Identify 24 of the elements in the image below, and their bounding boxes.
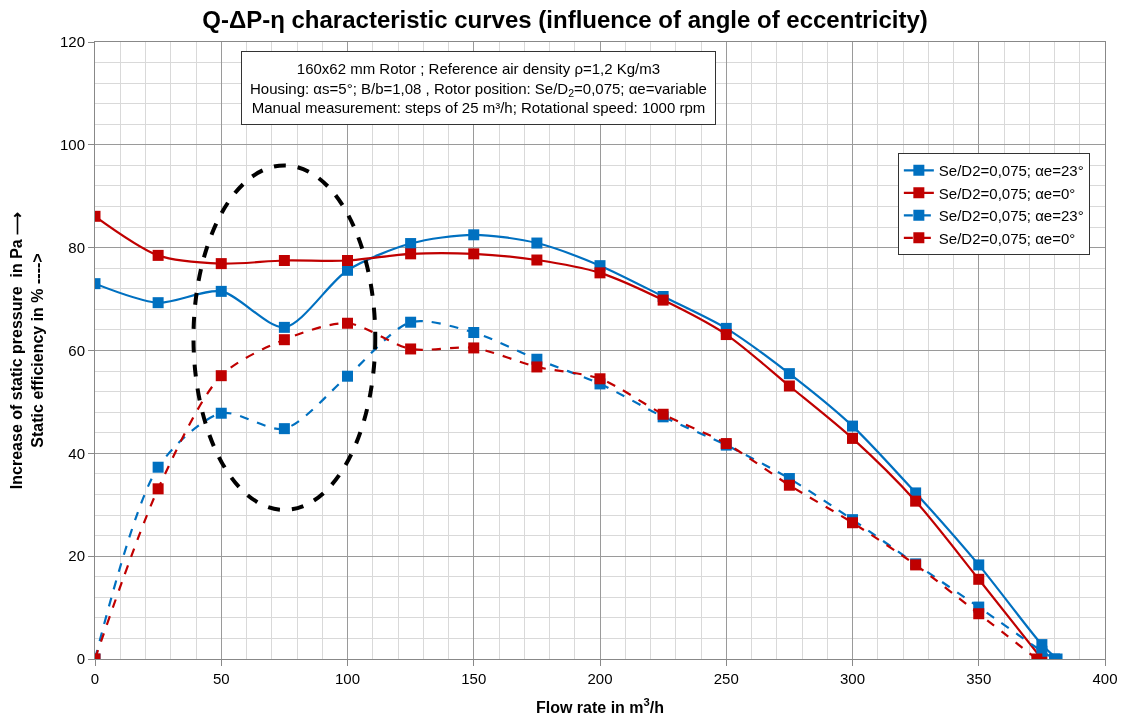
annotation: 160x62 mm Rotor ; Reference air density ρ=1,2 Kg/m3 Housing: αs=5°; B/b=1,08 , Rotor position: Se/D$_{2}$=0,075; αe=variable Manual measurement: steps of 25 m³/h; Rotational speed: 1000 rpm bbox=[250, 60, 707, 116]
legend-label: Se/D2=0,075; αe=0° bbox=[938, 229, 1076, 247]
y-tick-label: 20 bbox=[68, 547, 85, 565]
y-tick-label: 80 bbox=[68, 238, 85, 256]
y-tick-label: 100 bbox=[59, 136, 85, 154]
x-tick-label: 0 bbox=[90, 670, 100, 687]
x-tick-label: 150 bbox=[461, 670, 487, 687]
y-tick-label: 60 bbox=[68, 341, 85, 359]
x-tick-label: 300 bbox=[839, 670, 866, 687]
y-tick-label: 0 bbox=[76, 650, 85, 668]
legend-label: Se/D2=0,075; αe=23° bbox=[938, 207, 1084, 225]
legend-label: Se/D2=0,075; αe=23° bbox=[938, 162, 1084, 180]
legend-label: Se/D2=0,075; αe=0° bbox=[938, 184, 1076, 202]
x-tick-label: 200 bbox=[587, 670, 613, 687]
y-axis-title: Increase of static pressure in Pa ⟶ Static efficiency in % ----> bbox=[8, 211, 46, 490]
x-tick-label: 250 bbox=[713, 670, 739, 687]
x-tick-label: 350 bbox=[966, 670, 992, 687]
y-tick-label: 120 bbox=[59, 33, 85, 51]
y-tick-label: 40 bbox=[68, 444, 85, 462]
chart-title: Q-ΔP-η characteristic curves (influence of angle of eccentricity) bbox=[202, 5, 928, 33]
x-tick-label: 100 bbox=[334, 670, 361, 687]
x-axis-title: Flow rate in m$^{3}$/h bbox=[535, 695, 665, 716]
x-tick-label: 400 bbox=[1092, 670, 1118, 687]
x-tick-label: 50 bbox=[212, 670, 230, 687]
